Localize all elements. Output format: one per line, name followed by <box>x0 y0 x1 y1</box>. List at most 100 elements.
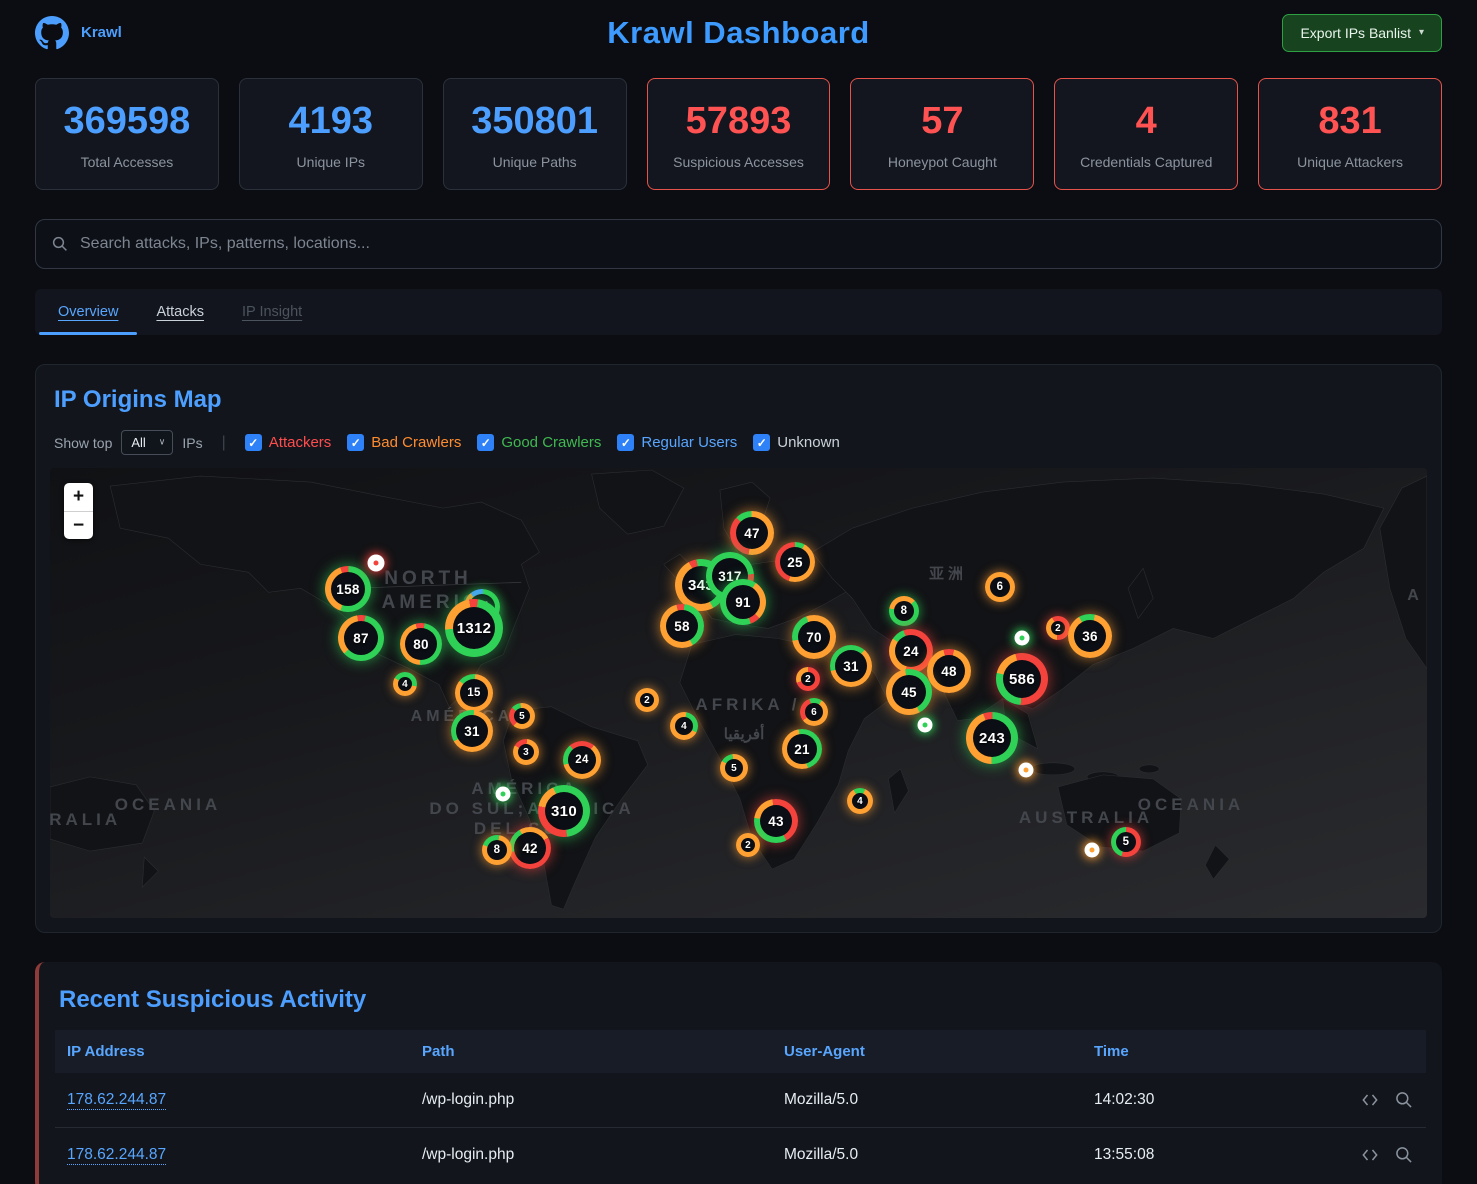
stat-card-credentials-captured: 4 Credentials Captured <box>1054 78 1239 190</box>
map-bubble-value: 36 <box>1074 620 1106 652</box>
filter-attackers[interactable]: ✓ Attackers <box>244 434 332 451</box>
map-bubble[interactable]: 6 <box>985 572 1015 602</box>
tab-overview[interactable]: Overview <box>39 289 138 335</box>
map-region-label: أفريقيا <box>723 726 765 743</box>
column-header-path: Path <box>410 1030 772 1073</box>
map-bubble[interactable]: 6 <box>800 698 828 726</box>
cell-path: /wp-login.php <box>422 1091 515 1108</box>
map-bubble[interactable]: 36 <box>1068 614 1112 658</box>
map-bubble[interactable]: 43 <box>754 799 798 843</box>
map-marker-dot <box>1023 767 1029 773</box>
filter-unknown[interactable]: ✓ Unknown <box>753 434 840 451</box>
search-icon[interactable] <box>1394 1145 1414 1165</box>
map-bubble-value: 4 <box>852 793 868 809</box>
map-bubble[interactable]: 31 <box>830 645 872 687</box>
map-bubble[interactable]: 80 <box>400 623 442 665</box>
zoom-out-button[interactable]: − <box>64 511 93 539</box>
map-marker-dot <box>373 560 379 566</box>
map-marker[interactable] <box>495 786 511 802</box>
show-top-select[interactable]: All <box>121 430 174 455</box>
map-bubble[interactable]: 25 <box>775 542 815 582</box>
map-bubble[interactable]: 1312 <box>445 599 503 657</box>
cell-time: 13:55:08 <box>1082 1127 1323 1182</box>
cell-ip: 178.62.244.87 <box>55 1073 410 1128</box>
map-bubble[interactable]: 5 <box>720 754 748 782</box>
map-bubble-value: 2 <box>801 672 815 686</box>
map-bubble-value: 3 <box>518 744 534 760</box>
filter-checkbox-unknown[interactable]: ✓ <box>753 434 771 451</box>
map-bubble[interactable]: 4 <box>670 712 698 740</box>
recent-suspicious-activity-panel: Recent Suspicious Activity IP Address Pat… <box>35 962 1442 1184</box>
map-bubble[interactable]: 24 <box>563 741 601 779</box>
map-region-label: DO SUL;AMÉRICA <box>429 799 635 818</box>
ip-link[interactable]: 178.62.244.87 <box>67 1146 167 1165</box>
filter-regular-users[interactable]: ✓ Regular Users <box>617 434 737 451</box>
filter-checkbox-bad-crawlers[interactable]: ✓ <box>347 434 365 451</box>
map-bubble[interactable]: 3 <box>513 739 539 765</box>
map-bubble-value: 4 <box>398 677 412 691</box>
tab-attacks[interactable]: Attacks <box>156 304 204 320</box>
map-bubble[interactable]: 70 <box>792 615 836 659</box>
map-bubble[interactable]: 31 <box>451 710 493 752</box>
divider: | <box>221 433 226 451</box>
ip-link[interactable]: 178.62.244.87 <box>67 1091 167 1110</box>
filter-good-crawlers[interactable]: ✓ Good Crawlers <box>477 434 601 451</box>
zoom-in-button[interactable]: + <box>72 486 85 507</box>
map-bubble[interactable]: 8 <box>889 596 919 626</box>
filter-bad-crawlers[interactable]: ✓ Bad Crawlers <box>347 434 461 451</box>
map-marker[interactable] <box>367 554 385 572</box>
map-bubble[interactable]: 48 <box>927 649 971 693</box>
map-region-label: OCEANIA <box>1137 795 1245 814</box>
tab-ip-insight[interactable]: IP Insight <box>241 304 303 320</box>
activity-title: Recent Suspicious Activity <box>59 986 367 1013</box>
map-bubble[interactable]: 21 <box>782 729 822 769</box>
map-bubble[interactable]: 58 <box>660 604 704 648</box>
map-bubble[interactable]: 4 <box>847 788 873 814</box>
search-input[interactable] <box>80 235 1426 253</box>
export-banlist-button[interactable]: Export IPs Banlist ▾ <box>1282 13 1442 52</box>
map-marker[interactable] <box>1014 630 1030 646</box>
code-icon[interactable] <box>1360 1090 1380 1110</box>
map-bubble[interactable]: 91 <box>720 579 766 625</box>
code-icon[interactable] <box>1360 1145 1380 1165</box>
map-bubble-value: 31 <box>456 715 488 747</box>
map-bubble[interactable]: 5 <box>1111 827 1141 857</box>
map-bubble-value: 15 <box>460 679 488 707</box>
map-marker[interactable] <box>1018 762 1034 778</box>
map-region-label: AFRIKA / <box>695 695 801 714</box>
map-bubble[interactable]: 24 <box>889 629 933 673</box>
filter-checkbox-attackers[interactable]: ✓ <box>244 434 262 451</box>
map-canvas[interactable]: + − NORTHAMERICAAMÉRICAAMÉRICADO SUL;AMÉ… <box>50 468 1427 918</box>
map-bubble[interactable]: 243 <box>966 712 1018 764</box>
map-bubble[interactable]: 15 <box>455 674 493 712</box>
map-marker[interactable] <box>1084 842 1100 858</box>
filter-checkbox-good-crawlers[interactable]: ✓ <box>477 434 495 451</box>
brand-name: Krawl <box>81 24 122 41</box>
map-marker[interactable] <box>917 717 933 733</box>
map-bubble[interactable]: 87 <box>338 615 384 661</box>
map-bubble[interactable]: 4 <box>393 672 417 696</box>
filter-checkbox-regular-users[interactable]: ✓ <box>617 434 635 451</box>
map-bubble-value: 5 <box>514 708 530 724</box>
map-bubble[interactable]: 42 <box>509 827 551 869</box>
map-bubble-value: 158 <box>331 572 365 606</box>
stat-value: 4 <box>1135 100 1157 142</box>
map-bubble[interactable]: 310 <box>538 785 590 837</box>
column-header-actions <box>1323 1030 1426 1073</box>
map-bubble[interactable]: 5 <box>509 703 535 729</box>
map-bubble[interactable]: 2 <box>736 833 760 857</box>
search-icon[interactable] <box>1394 1090 1414 1110</box>
map-bubble[interactable]: 158 <box>325 566 371 612</box>
map-bubble[interactable]: 47 <box>730 511 774 555</box>
map-bubble[interactable]: 45 <box>886 669 932 715</box>
map-bubble[interactable]: 586 <box>996 653 1048 705</box>
map-bubble[interactable]: 2 <box>796 667 820 691</box>
map-bubble[interactable]: 2 <box>1046 616 1070 640</box>
filter-label: Attackers <box>268 434 332 451</box>
cell-time: 14:02:30 <box>1094 1091 1155 1108</box>
map-bubble[interactable]: 8 <box>482 835 512 865</box>
map-bubble[interactable]: 2 <box>635 688 659 712</box>
stat-value: 57893 <box>685 100 792 142</box>
column-header-time: Time <box>1082 1030 1323 1073</box>
export-banlist-label: Export IPs Banlist <box>1300 24 1411 41</box>
